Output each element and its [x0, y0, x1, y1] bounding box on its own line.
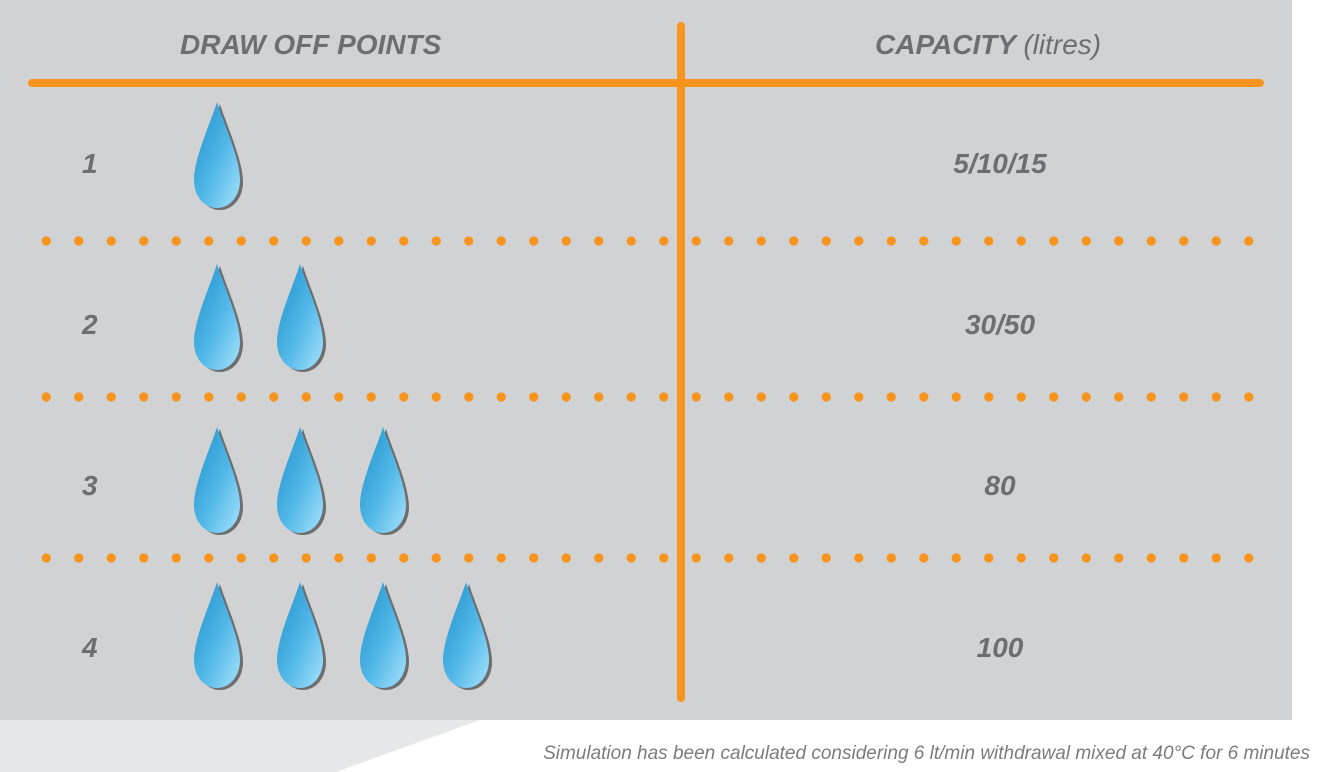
capacity-value: 80 [984, 470, 1016, 501]
drop-group [190, 100, 244, 210]
capacity-header-unit: (litres) [1023, 29, 1102, 60]
draw-off-count: 3 [82, 470, 98, 501]
header-divider [28, 79, 1264, 87]
water-drop-icon [194, 264, 243, 372]
column-divider [677, 22, 685, 702]
water-drop-icon [277, 582, 326, 690]
row-divider [30, 553, 1266, 563]
draw-off-count: 1 [82, 148, 98, 179]
footer-wedge [0, 720, 480, 772]
water-drop-icon [194, 582, 243, 690]
water-drop-icon [443, 582, 492, 690]
capacity-value: 5/10/15 [953, 148, 1047, 179]
water-drop-icon [194, 427, 243, 535]
drop-group [190, 425, 410, 535]
water-drop-icon [277, 427, 326, 535]
capacity-header-label: CAPACITY [875, 29, 1016, 60]
simulation-footnote: Simulation has been calculated consideri… [543, 743, 1310, 764]
capacity-value: 100 [976, 632, 1024, 663]
drop-group [190, 262, 327, 372]
water-drop-icon [194, 102, 243, 210]
capacity-value: 30/50 [964, 309, 1036, 340]
drop-group [190, 580, 493, 690]
water-drop-icon [277, 264, 326, 372]
row-divider [30, 236, 1266, 246]
water-drop-icon [360, 427, 409, 535]
capacity-header: CAPACITY (litres) [875, 27, 1101, 63]
draw-off-count: 4 [82, 632, 98, 663]
draw-off-points-header: DRAW OFF POINTS [180, 29, 442, 60]
draw-off-count: 2 [82, 309, 98, 340]
row-divider [30, 392, 1266, 402]
water-drop-icon [360, 582, 409, 690]
